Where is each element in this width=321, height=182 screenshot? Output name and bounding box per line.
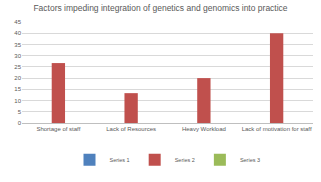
svg-text:5: 5 bbox=[18, 109, 22, 115]
svg-text:45: 45 bbox=[14, 19, 21, 25]
svg-text:0: 0 bbox=[18, 120, 22, 126]
svg-text:Factors impeding integration o: Factors impeding integration of genetics… bbox=[33, 3, 287, 13]
svg-text:15: 15 bbox=[14, 86, 21, 92]
svg-text:25: 25 bbox=[14, 64, 21, 70]
svg-text:Lack of Resources: Lack of Resources bbox=[106, 126, 156, 132]
svg-text:Shortage of staff: Shortage of staff bbox=[36, 126, 80, 132]
svg-text:Lack of motivation for staff: Lack of motivation for staff bbox=[242, 126, 312, 132]
svg-text:10: 10 bbox=[14, 98, 21, 104]
svg-text:Heavy Workload: Heavy Workload bbox=[182, 126, 226, 132]
svg-text:40: 40 bbox=[14, 30, 21, 36]
svg-text:Series 2: Series 2 bbox=[175, 157, 195, 163]
svg-text:30: 30 bbox=[14, 53, 21, 59]
svg-text:Series 3: Series 3 bbox=[240, 157, 260, 163]
svg-text:20: 20 bbox=[14, 75, 21, 81]
svg-text:Series 1: Series 1 bbox=[110, 157, 130, 163]
svg-text:35: 35 bbox=[14, 42, 21, 48]
